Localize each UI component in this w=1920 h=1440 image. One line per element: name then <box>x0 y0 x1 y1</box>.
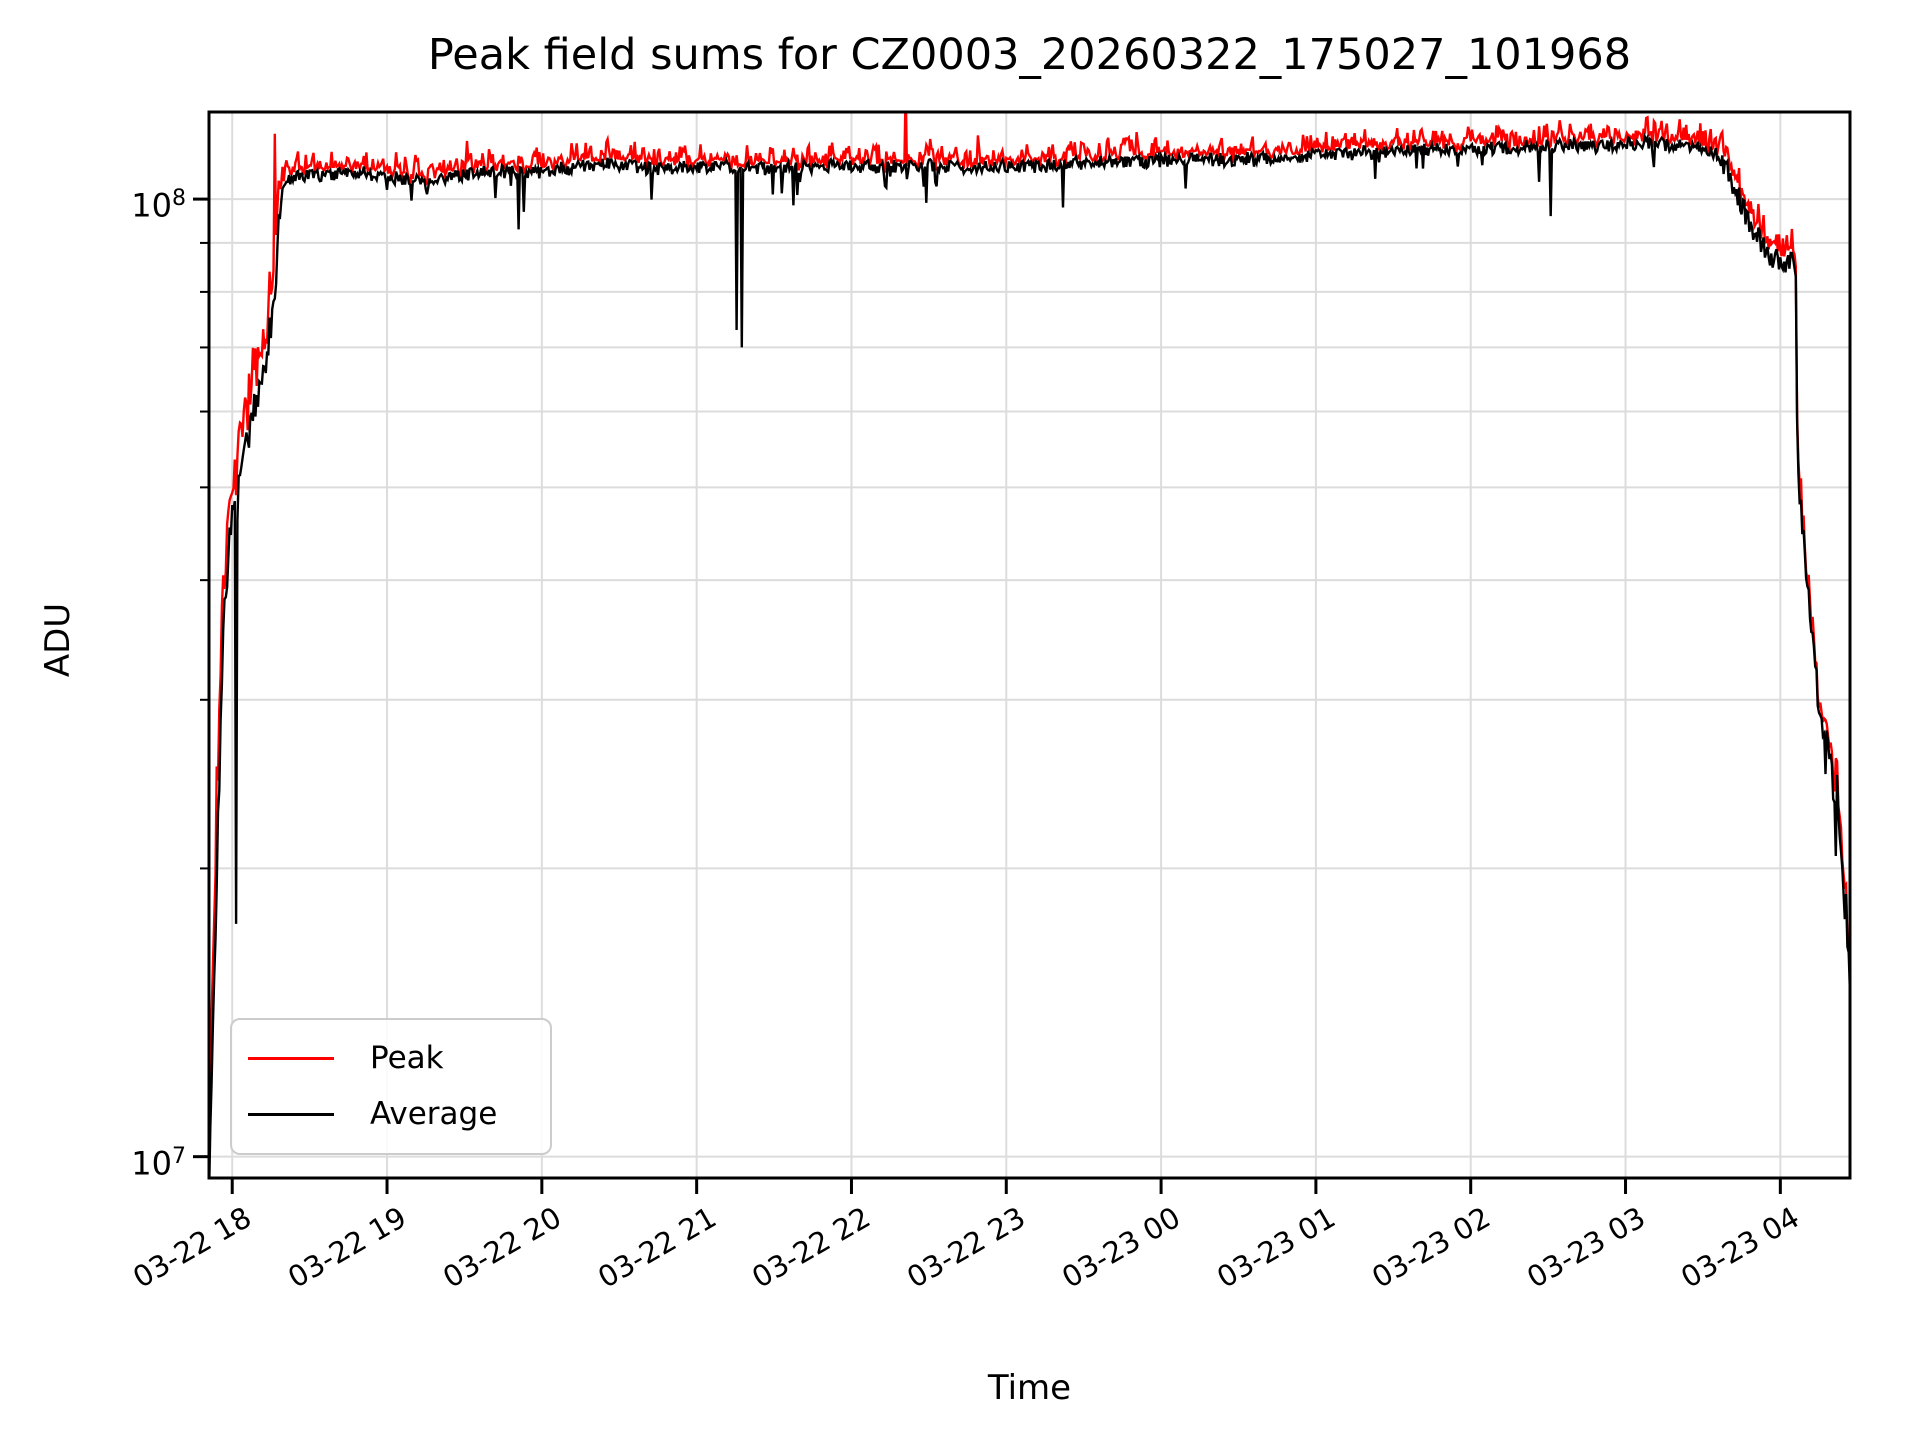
y-tick-label: 108 <box>131 186 186 225</box>
plot-frame <box>207 110 1852 1180</box>
y-axis-label: ADU <box>38 602 78 678</box>
legend-label-average: Average <box>370 1096 498 1133</box>
chart-title: Peak field sums for CZ0003_20260322_1750… <box>427 30 1632 80</box>
legend-entry-average: Average <box>248 1089 534 1141</box>
average-line-sample <box>248 1113 334 1117</box>
average-line <box>209 132 1850 1178</box>
peak-line <box>209 112 1850 1120</box>
peak-line-sample <box>248 1056 334 1060</box>
legend-entry-peak: Peak <box>248 1032 534 1084</box>
legend: Peak Average <box>230 1018 552 1155</box>
y-tick-label: 107 <box>131 1143 186 1183</box>
legend-label-peak: Peak <box>370 1039 444 1076</box>
x-axis-label: Time <box>987 1368 1072 1408</box>
